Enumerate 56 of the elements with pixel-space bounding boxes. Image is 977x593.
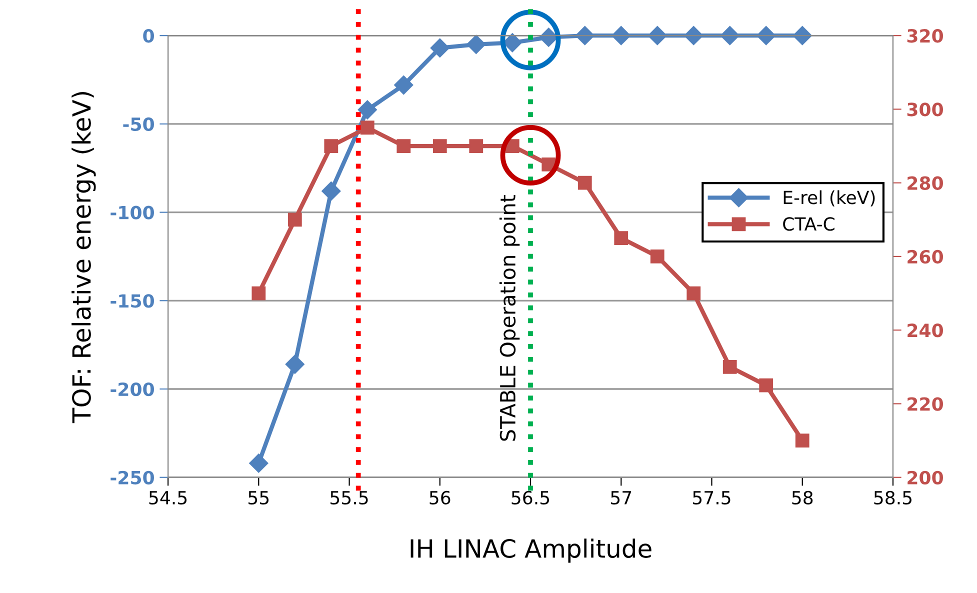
y2-tick-label: 200 [908, 470, 943, 484]
point [432, 139, 447, 153]
point [358, 100, 377, 120]
x-tick-label: 57 [611, 491, 632, 505]
point [686, 286, 701, 300]
y-tick-label: 0 [143, 29, 154, 43]
point [466, 34, 486, 54]
y2-tick-label: 320 [907, 29, 943, 43]
y2-tick-label: 240 [908, 324, 943, 338]
legend-label: E-rel (keV) [784, 190, 875, 206]
x-tick-label: 55.5 [330, 491, 368, 505]
x-tick-label: 58 [792, 490, 813, 505]
y2-tick-label: 220 [908, 397, 943, 411]
point [684, 26, 704, 46]
point [322, 182, 341, 201]
x-axis-title: IH LINAC Amplitude [410, 538, 652, 563]
y-tick-label: -250 [110, 470, 154, 484]
point [720, 26, 740, 46]
point [288, 212, 302, 227]
y-tick-label: -150 [110, 294, 154, 308]
point [648, 26, 667, 46]
y2-tick-label: 260 [908, 250, 943, 264]
x-tick-label: 58.5 [874, 490, 912, 505]
point [469, 139, 484, 153]
x-tick-label: 56.5 [512, 490, 550, 505]
point [575, 26, 594, 46]
legend-label: CTA-C [783, 217, 834, 231]
y-tick-label: -100 [110, 206, 154, 220]
point [792, 26, 812, 46]
x-tick-label: 54.5 [149, 491, 187, 505]
point [578, 176, 592, 190]
x-tick-label: 56 [430, 490, 450, 505]
point [249, 454, 268, 473]
y-axis-title: TOF: Relative energy (keV) [72, 92, 96, 424]
ref-line-label: STABLE Operation point [499, 194, 520, 441]
x-tick-label: 57.5 [693, 491, 730, 505]
point [650, 250, 664, 264]
y2-tick-label: 280 [908, 176, 943, 190]
point [612, 26, 631, 46]
y2-tick-label: 300 [907, 102, 943, 116]
point [430, 38, 450, 58]
point [252, 286, 266, 300]
point [614, 231, 628, 246]
point [324, 139, 338, 153]
point [360, 120, 374, 135]
x-tick-label: 55 [248, 491, 269, 505]
point [542, 157, 556, 172]
point [795, 434, 810, 448]
y-tick-label: -50 [123, 117, 154, 132]
point [394, 76, 414, 95]
point [759, 378, 774, 392]
point [396, 139, 411, 153]
point [756, 26, 776, 46]
point [722, 360, 737, 374]
point [285, 354, 304, 374]
y-tick-label: -200 [110, 382, 154, 396]
